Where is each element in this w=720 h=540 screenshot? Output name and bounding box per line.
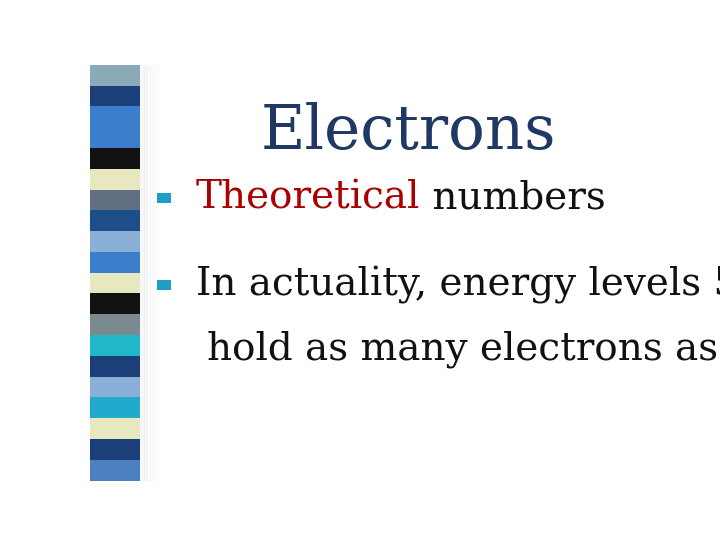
Bar <box>90 106 140 127</box>
Bar <box>90 314 140 335</box>
Bar <box>90 460 140 481</box>
Text: Theoretical: Theoretical <box>196 179 420 217</box>
Bar <box>90 418 140 439</box>
Bar <box>90 127 140 148</box>
Bar <box>140 65 145 481</box>
Bar <box>90 397 140 418</box>
Bar <box>90 231 140 252</box>
Bar <box>90 190 140 211</box>
Text: In actuality, energy levels 5 – 7 only: In actuality, energy levels 5 – 7 only <box>196 266 720 304</box>
Bar <box>157 193 171 203</box>
Bar <box>90 335 140 356</box>
Bar <box>150 65 155 481</box>
Bar <box>90 168 140 190</box>
Bar <box>157 280 171 291</box>
Bar <box>90 294 140 314</box>
Bar <box>90 210 140 231</box>
Text: numbers: numbers <box>420 179 606 217</box>
Text: hold as many electrons as: hold as many electrons as <box>207 331 720 368</box>
Bar <box>153 65 158 481</box>
Bar <box>147 65 151 481</box>
Bar <box>90 252 140 273</box>
Bar <box>90 65 140 85</box>
Bar <box>90 85 140 106</box>
Bar <box>143 65 148 481</box>
Bar <box>90 148 140 168</box>
Bar <box>90 273 140 294</box>
Bar <box>90 356 140 377</box>
Bar <box>90 439 140 460</box>
Bar <box>157 65 161 481</box>
Text: Electrons: Electrons <box>261 102 556 162</box>
Bar <box>90 377 140 397</box>
